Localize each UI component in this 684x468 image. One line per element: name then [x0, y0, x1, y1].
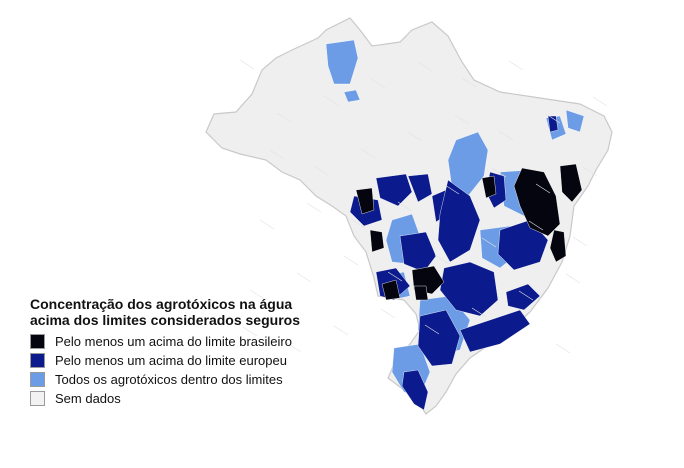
municipal-border [444, 184, 460, 195]
legend-label: Todos os agrotóxicos dentro dos limites [55, 372, 283, 387]
within-limits-region [343, 89, 361, 103]
municipal-border [239, 59, 255, 70]
municipal-border [360, 148, 376, 159]
municipal-border [592, 96, 608, 107]
legend-item-no-data: Sem dados [30, 389, 330, 408]
within-limits-region [447, 131, 489, 197]
municipal-border [276, 112, 292, 123]
municipal-border [518, 290, 534, 301]
municipal-border [582, 166, 598, 177]
municipal-border [286, 342, 302, 353]
municipal-border [471, 307, 487, 318]
municipal-borders [239, 59, 608, 354]
european-limit-region [459, 309, 531, 353]
brazilian-limit-region [513, 167, 561, 237]
municipal-border [481, 237, 497, 248]
municipal-border [555, 343, 571, 354]
legend-label: Pelo menos um acima do limite brasileiro [55, 334, 292, 349]
municipal-border [417, 61, 433, 72]
municipal-border [387, 271, 403, 282]
european-limit-region [437, 179, 481, 263]
european-limit-region [399, 231, 437, 273]
municipal-border [572, 236, 588, 247]
european-limit-region [505, 283, 541, 311]
within-limits-region [325, 39, 359, 85]
within-limits-region [565, 109, 585, 133]
european-limit-regions [349, 115, 559, 411]
municipal-border [434, 254, 450, 265]
municipal-border [296, 272, 312, 283]
brazilian-limit-region [369, 229, 385, 253]
european-limit-region [401, 369, 429, 411]
municipal-border [397, 201, 413, 212]
legend-swatch-light-blue [30, 372, 45, 387]
legend-swatch-dark-blue [30, 353, 45, 368]
legend-title: Concentração dos agrotóxicos na água aci… [30, 296, 330, 328]
municipal-border [350, 218, 366, 229]
european-limit-region [375, 173, 413, 207]
municipal-border [424, 324, 440, 335]
brazilian-limit-region [549, 229, 567, 263]
legend-item-european-limit: Pelo menos um acima do limite europeu [30, 351, 330, 370]
european-limit-region [417, 309, 461, 367]
municipal-border [343, 255, 359, 266]
legend-label: Sem dados [55, 391, 121, 406]
municipal-border [249, 289, 265, 300]
legend-item-within-limits: Todos os agrotóxicos dentro dos limites [30, 370, 330, 389]
municipal-border [269, 149, 285, 160]
municipal-border [323, 95, 339, 106]
municipal-border [498, 130, 514, 141]
brazilian-limit-region [381, 279, 401, 301]
brazilian-limit-region [413, 285, 429, 301]
municipal-border [535, 183, 551, 194]
brazilian-limit-region [559, 163, 583, 203]
municipal-border [370, 78, 386, 89]
european-limit-region [407, 173, 433, 203]
municipal-border [313, 165, 329, 176]
legend-item-brazilian-limit: Pelo menos um acima do limite brasileiro [30, 332, 330, 351]
legend-swatch-gray [30, 391, 45, 406]
legend-title-line2: acima dos limites considerados seguros [30, 312, 300, 328]
municipal-border [508, 60, 524, 71]
municipal-border [380, 308, 396, 319]
municipal-border [259, 219, 275, 230]
legend-label: Pelo menos um acima do limite europeu [55, 353, 287, 368]
municipal-border [491, 167, 507, 178]
municipal-border [545, 113, 561, 124]
brazilian-limit-region [355, 187, 375, 215]
municipal-border [407, 131, 423, 142]
brazilian-limit-regions [355, 163, 583, 301]
municipal-border [242, 326, 258, 337]
map-legend: Concentração dos agrotóxicos na água aci… [30, 296, 330, 408]
municipal-border [528, 220, 544, 231]
municipal-border [306, 202, 322, 213]
municipal-border [461, 77, 477, 88]
legend-title-line1: Concentração dos agrotóxicos na água [30, 296, 293, 312]
municipal-border [333, 325, 349, 336]
brazilian-limit-region [481, 175, 497, 199]
european-limit-region [439, 261, 499, 317]
municipal-border [454, 114, 470, 125]
municipal-border [565, 273, 581, 284]
legend-swatch-black [30, 334, 45, 349]
